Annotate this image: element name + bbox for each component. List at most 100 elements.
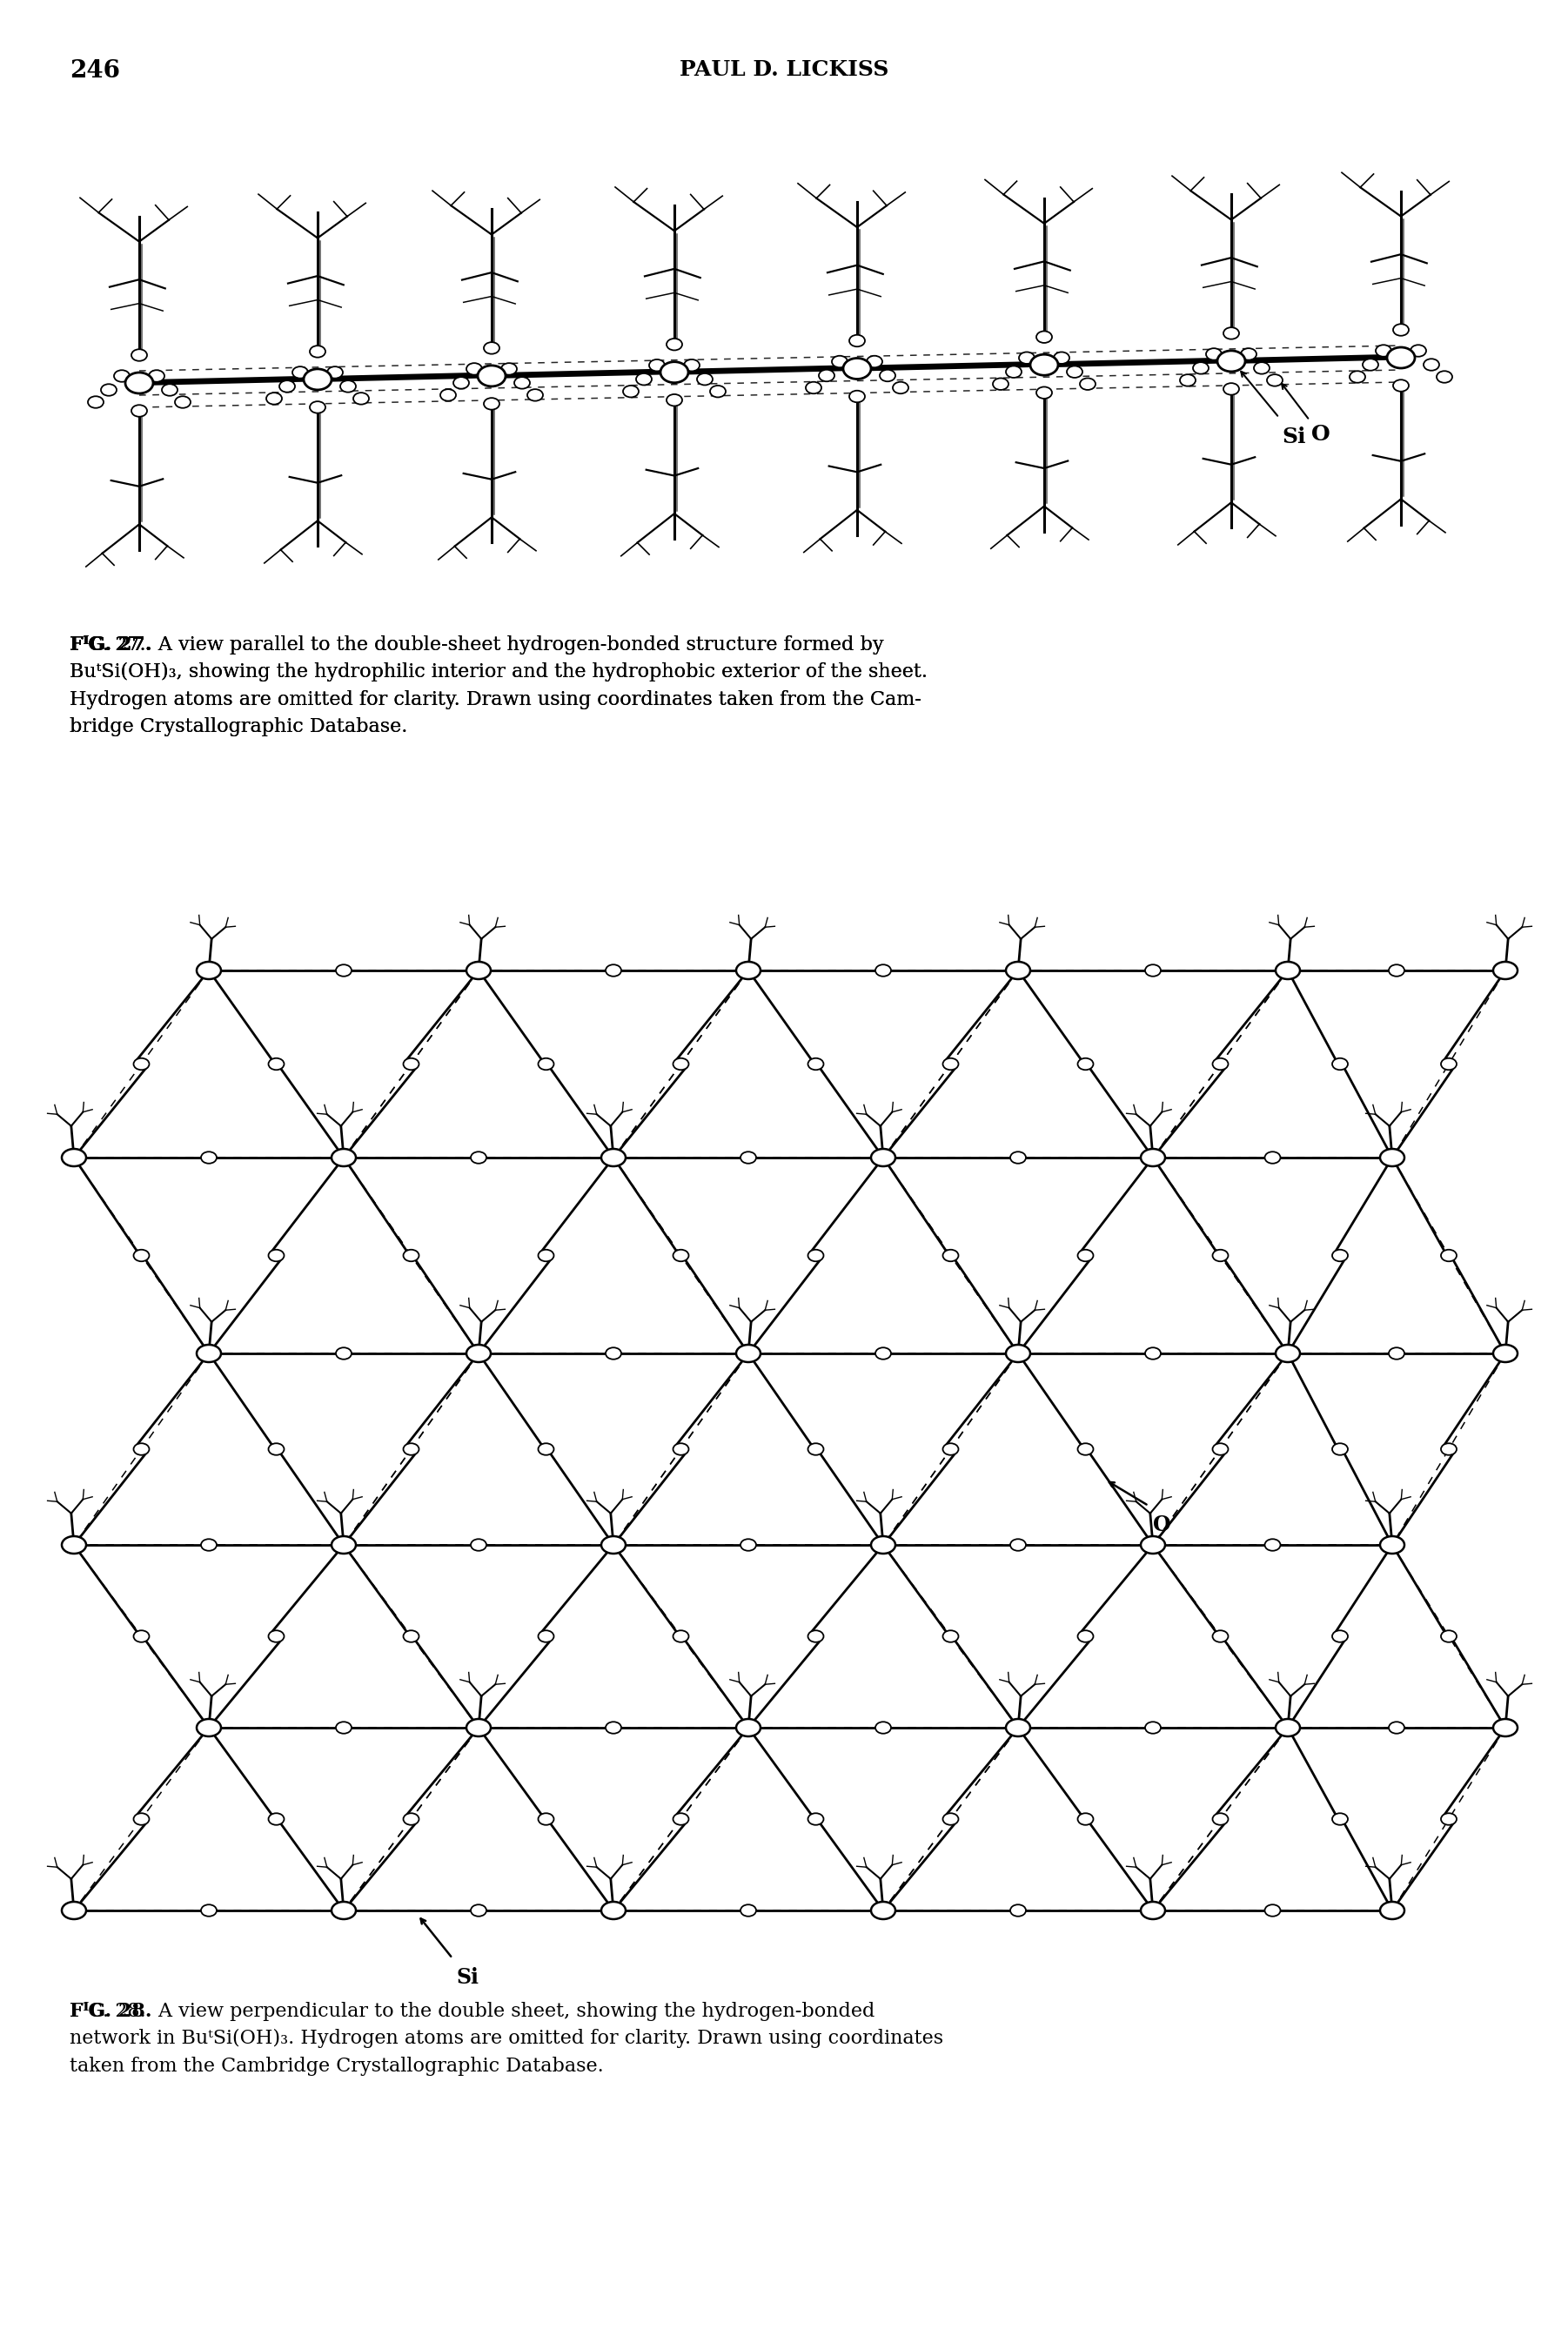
Ellipse shape [740,1152,756,1163]
Ellipse shape [1212,1058,1228,1069]
Ellipse shape [527,390,543,402]
Ellipse shape [514,376,530,388]
Ellipse shape [466,1344,491,1363]
Ellipse shape [735,1718,760,1737]
Ellipse shape [875,1723,891,1734]
Ellipse shape [470,1539,486,1551]
Ellipse shape [942,1250,958,1262]
Ellipse shape [1380,1537,1405,1553]
Ellipse shape [176,397,191,409]
Ellipse shape [850,390,866,402]
Ellipse shape [310,402,326,414]
Ellipse shape [1375,345,1391,357]
Ellipse shape [649,360,665,371]
Ellipse shape [740,1904,756,1915]
Ellipse shape [1206,348,1221,360]
Ellipse shape [605,1347,621,1358]
Ellipse shape [601,1149,626,1166]
Ellipse shape [1265,1904,1281,1915]
Ellipse shape [1276,1718,1300,1737]
Text: FᴵG. 27.: FᴵG. 27. [69,634,152,656]
Ellipse shape [1389,964,1405,975]
Ellipse shape [1077,1058,1093,1069]
Ellipse shape [133,1443,149,1455]
Ellipse shape [340,381,356,392]
Ellipse shape [1007,961,1030,980]
Text: PAUL D. LICKISS: PAUL D. LICKISS [679,59,889,80]
Ellipse shape [538,1058,554,1069]
Ellipse shape [1212,1814,1228,1826]
Ellipse shape [808,1058,823,1069]
Ellipse shape [1066,367,1082,378]
Ellipse shape [133,1250,149,1262]
Ellipse shape [196,1718,221,1737]
Ellipse shape [1145,1347,1160,1358]
Ellipse shape [673,1814,688,1826]
Ellipse shape [735,1344,760,1363]
Ellipse shape [942,1631,958,1643]
Ellipse shape [1441,1814,1457,1826]
Ellipse shape [666,338,682,350]
Ellipse shape [61,1149,86,1166]
Ellipse shape [1212,1443,1228,1455]
Ellipse shape [88,397,103,409]
Ellipse shape [403,1058,419,1069]
Text: FᴵG. 27.: FᴵG. 27. [69,634,152,656]
Ellipse shape [538,1814,554,1826]
Ellipse shape [133,1631,149,1643]
Ellipse shape [336,1347,351,1358]
Ellipse shape [1212,1631,1228,1643]
Ellipse shape [132,350,147,362]
Ellipse shape [1424,360,1439,371]
Ellipse shape [336,1723,351,1734]
Ellipse shape [605,964,621,975]
Ellipse shape [268,1058,284,1069]
Ellipse shape [132,404,147,416]
Ellipse shape [268,1631,284,1643]
Ellipse shape [1007,367,1021,378]
Ellipse shape [485,397,500,409]
Ellipse shape [870,1149,895,1166]
Text: 246: 246 [69,59,121,82]
Text: FᴵG. 27.  A view parallel to the double-sheet hydrogen-bonded structure formed b: FᴵG. 27. A view parallel to the double-s… [69,634,928,736]
Ellipse shape [1333,1814,1348,1826]
Ellipse shape [538,1443,554,1455]
Ellipse shape [1333,1250,1348,1262]
Ellipse shape [673,1443,688,1455]
Ellipse shape [1030,355,1058,376]
Ellipse shape [698,374,712,385]
Ellipse shape [336,964,351,975]
Ellipse shape [806,383,822,395]
Ellipse shape [1179,374,1195,385]
Ellipse shape [133,1814,149,1826]
Ellipse shape [1077,1250,1093,1262]
Ellipse shape [470,1904,486,1915]
Ellipse shape [1441,1250,1457,1262]
Ellipse shape [403,1814,419,1826]
Ellipse shape [538,1631,554,1643]
Ellipse shape [808,1631,823,1643]
Ellipse shape [310,345,326,357]
Ellipse shape [267,392,282,404]
Ellipse shape [279,381,295,392]
Ellipse shape [331,1149,356,1166]
Ellipse shape [684,360,699,371]
Ellipse shape [403,1631,419,1643]
Ellipse shape [1142,1149,1165,1166]
Ellipse shape [403,1250,419,1262]
Ellipse shape [538,1250,554,1262]
Ellipse shape [353,392,368,404]
Ellipse shape [1223,383,1239,395]
Ellipse shape [125,374,154,392]
Ellipse shape [735,961,760,980]
Ellipse shape [466,1718,491,1737]
Ellipse shape [1145,1723,1160,1734]
Ellipse shape [673,1250,688,1262]
Ellipse shape [1145,964,1160,975]
Ellipse shape [292,367,307,378]
Ellipse shape [601,1537,626,1553]
Ellipse shape [740,1539,756,1551]
Ellipse shape [942,1058,958,1069]
Ellipse shape [100,383,116,395]
Ellipse shape [470,1152,486,1163]
